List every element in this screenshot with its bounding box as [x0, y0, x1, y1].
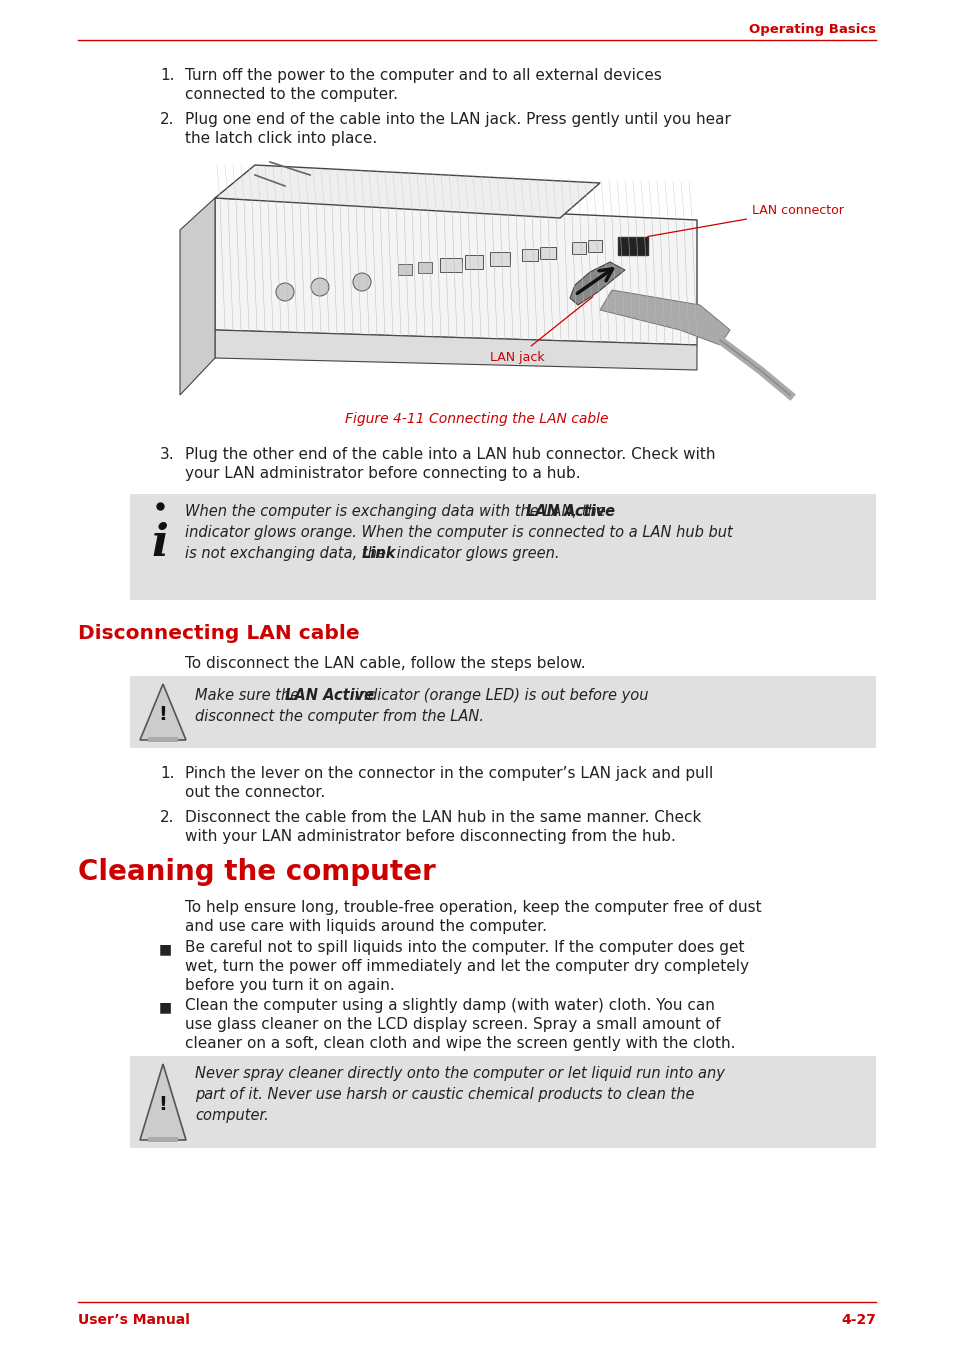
Text: When the computer is exchanging data with the LAN, the: When the computer is exchanging data wit… [185, 504, 610, 519]
Bar [439, 258, 461, 272]
Text: LAN Active: LAN Active [525, 504, 615, 519]
Text: Turn off the power to the computer and to all external devices: Turn off the power to the computer and t… [185, 68, 661, 82]
Text: Make sure the: Make sure the [194, 688, 304, 703]
Bar [148, 1137, 178, 1142]
Text: 3.: 3. [160, 448, 174, 462]
Bar [397, 264, 412, 274]
Text: ■: ■ [158, 1000, 172, 1014]
Text: indicator glows green.: indicator glows green. [392, 546, 558, 561]
Polygon shape [569, 262, 624, 306]
Polygon shape [140, 684, 186, 740]
Text: Be careful not to spill liquids into the computer. If the computer does get: Be careful not to spill liquids into the… [185, 940, 743, 955]
Text: 4-27: 4-27 [841, 1313, 875, 1328]
Text: out the connector.: out the connector. [185, 786, 325, 800]
Text: and use care with liquids around the computer.: and use care with liquids around the com… [185, 919, 546, 934]
Bar [417, 262, 432, 273]
Bar [618, 237, 647, 256]
Text: your LAN administrator before connecting to a hub.: your LAN administrator before connecting… [185, 466, 580, 481]
Bar [587, 241, 601, 251]
Text: Figure 4-11 Connecting the LAN cable: Figure 4-11 Connecting the LAN cable [345, 412, 608, 426]
Text: Never spray cleaner directly onto the computer or let liquid run into any: Never spray cleaner directly onto the co… [194, 1065, 724, 1082]
Circle shape [275, 283, 294, 301]
Polygon shape [214, 197, 697, 345]
Text: use glass cleaner on the LCD display screen. Spray a small amount of: use glass cleaner on the LCD display scr… [185, 1017, 720, 1032]
Text: is not exchanging data, the: is not exchanging data, the [185, 546, 390, 561]
Text: LAN connector: LAN connector [647, 204, 843, 237]
Text: before you turn it on again.: before you turn it on again. [185, 977, 395, 992]
Text: wet, turn the power off immediately and let the computer dry completely: wet, turn the power off immediately and … [185, 959, 748, 973]
Text: To help ensure long, trouble-free operation, keep the computer free of dust: To help ensure long, trouble-free operat… [185, 900, 760, 915]
Text: Clean the computer using a slightly damp (with water) cloth. You can: Clean the computer using a slightly damp… [185, 998, 714, 1013]
Text: with your LAN administrator before disconnecting from the hub.: with your LAN administrator before disco… [185, 829, 675, 844]
Bar [539, 247, 556, 260]
Circle shape [353, 273, 371, 291]
Text: LAN Active: LAN Active [285, 688, 374, 703]
Text: cleaner on a soft, clean cloth and wipe the screen gently with the cloth.: cleaner on a soft, clean cloth and wipe … [185, 1036, 735, 1051]
Text: !: ! [158, 1095, 168, 1114]
Bar [130, 493, 875, 600]
Text: Cleaning the computer: Cleaning the computer [78, 859, 436, 886]
Text: 1.: 1. [160, 767, 174, 781]
Bar [148, 737, 178, 742]
Text: Plug the other end of the cable into a LAN hub connector. Check with: Plug the other end of the cable into a L… [185, 448, 715, 462]
Polygon shape [214, 165, 599, 218]
Text: Disconnect the cable from the LAN hub in the same manner. Check: Disconnect the cable from the LAN hub in… [185, 810, 700, 825]
Polygon shape [599, 289, 729, 345]
Text: Plug one end of the cable into the LAN jack. Press gently until you hear: Plug one end of the cable into the LAN j… [185, 112, 730, 127]
Text: 2.: 2. [160, 810, 174, 825]
Text: i: i [152, 522, 169, 565]
Text: LAN jack: LAN jack [490, 296, 592, 364]
Text: !: ! [158, 704, 168, 723]
Bar [521, 249, 537, 261]
Text: indicator glows orange. When the computer is connected to a LAN hub but: indicator glows orange. When the compute… [185, 525, 732, 539]
Circle shape [311, 279, 329, 296]
Text: Disconnecting LAN cable: Disconnecting LAN cable [78, 625, 359, 644]
Text: ■: ■ [158, 942, 172, 956]
Text: computer.: computer. [194, 1109, 269, 1124]
Text: Link: Link [361, 546, 396, 561]
Bar [572, 242, 585, 254]
Text: disconnect the computer from the LAN.: disconnect the computer from the LAN. [194, 708, 483, 725]
Bar [464, 256, 482, 269]
Text: To disconnect the LAN cable, follow the steps below.: To disconnect the LAN cable, follow the … [185, 656, 585, 671]
Polygon shape [214, 330, 697, 370]
Text: the latch click into place.: the latch click into place. [185, 131, 376, 146]
Text: Pinch the lever on the connector in the computer’s LAN jack and pull: Pinch the lever on the connector in the … [185, 767, 713, 781]
Bar [130, 676, 875, 748]
Bar [490, 251, 510, 266]
Polygon shape [140, 1064, 186, 1140]
Bar [130, 1056, 875, 1148]
Text: connected to the computer.: connected to the computer. [185, 87, 397, 101]
Text: 1.: 1. [160, 68, 174, 82]
Text: part of it. Never use harsh or caustic chemical products to clean the: part of it. Never use harsh or caustic c… [194, 1087, 694, 1102]
Text: indicator (orange LED) is out before you: indicator (orange LED) is out before you [350, 688, 648, 703]
Text: User’s Manual: User’s Manual [78, 1313, 190, 1328]
Text: Operating Basics: Operating Basics [748, 23, 875, 37]
Polygon shape [180, 197, 214, 395]
Text: 2.: 2. [160, 112, 174, 127]
